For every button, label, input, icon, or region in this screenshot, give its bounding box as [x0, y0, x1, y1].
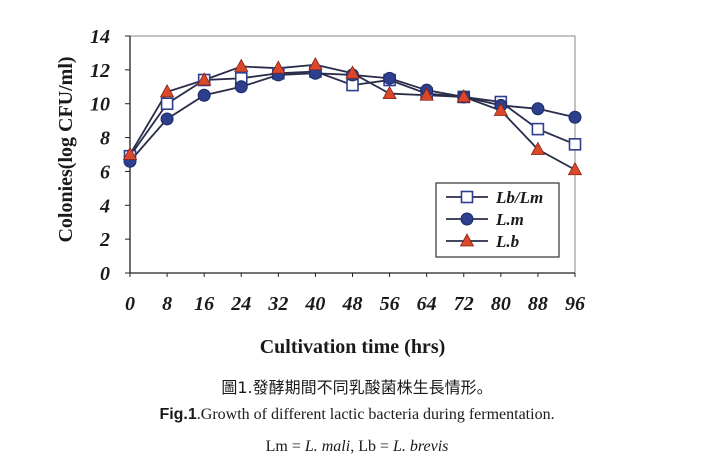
legend-marker-l-b — [459, 233, 475, 247]
caption-english: Fig.1.Growth of different lactic bacteri… — [0, 406, 714, 424]
y-tick-label: 2 — [99, 229, 110, 251]
y-tick-label: 4 — [99, 195, 110, 217]
y-tick-label: 12 — [90, 60, 110, 82]
x-tick-label: 24 — [230, 293, 251, 315]
abbr-lb-species: L. brevis — [392, 438, 449, 455]
data-point-l-b — [159, 84, 175, 98]
legend-marker-l-m — [460, 212, 474, 226]
x-tick-label: 96 — [565, 293, 585, 315]
y-tick-label: 6 — [100, 161, 110, 183]
data-point-lb-lm — [568, 138, 582, 151]
y-tick-label: 10 — [90, 94, 110, 116]
x-tick-label: 80 — [491, 293, 511, 315]
data-point-l-m — [531, 102, 545, 116]
abbr-lm-species: L. mali — [304, 438, 351, 455]
data-point-l-m — [383, 71, 397, 85]
y-tick-label: 0 — [100, 263, 110, 285]
data-point-lb-lm — [531, 122, 545, 136]
data-point-l-b — [345, 65, 360, 79]
data-point-lb-lm — [160, 97, 174, 111]
data-point-l-b — [456, 89, 471, 103]
data-point-l-b — [196, 72, 212, 86]
data-point-l-m — [160, 112, 174, 126]
data-point-l-b — [567, 161, 583, 176]
legend-label-lb-lm: Lb/Lm — [495, 188, 543, 207]
x-tick-label: 0 — [125, 293, 135, 315]
data-point-l-b — [234, 58, 249, 72]
legend-box — [435, 182, 560, 258]
x-tick-label: 40 — [304, 293, 325, 315]
caption-english-text: .Growth of different lactic bacteria dur… — [196, 406, 555, 423]
legend: Lb/Lm L.m L.b — [435, 182, 560, 258]
data-point-l-b — [271, 60, 286, 74]
legend-label-l-b: L.b — [495, 232, 519, 251]
data-point-l-b — [122, 146, 138, 160]
legend-marker-lb-lm — [460, 190, 474, 204]
data-point-l-b — [382, 85, 397, 99]
figure-number: Fig.1 — [159, 406, 197, 423]
y-tick-label: 8 — [100, 128, 110, 150]
data-point-l-b — [493, 102, 509, 116]
axes — [125, 35, 576, 277]
x-tick-label: 56 — [380, 293, 400, 315]
y-tick-label: 14 — [90, 26, 110, 48]
abbr-lm-prefix: Lm = — [265, 438, 305, 455]
abbr-separator: , Lb = — [350, 438, 393, 455]
x-tick-label: 48 — [342, 293, 363, 315]
x-tick-label: 32 — [267, 293, 288, 315]
caption-abbreviations: Lm = L. mali, Lb = L. brevis — [0, 438, 714, 456]
x-tick-label: 88 — [528, 293, 548, 315]
data-point-l-b — [419, 87, 434, 101]
x-tick-label: 72 — [454, 293, 474, 315]
data-point-l-m — [234, 80, 248, 94]
x-tick-label: 64 — [417, 293, 437, 315]
data-point-l-b — [530, 141, 546, 155]
y-axis-label: Colonies(log CFU/ml) — [55, 56, 77, 242]
data-point-l-m — [197, 88, 211, 102]
x-tick-label: 16 — [194, 293, 214, 315]
data-point-l-b — [308, 56, 323, 71]
legend-label-l-m: L.m — [495, 210, 524, 229]
series-markers — [122, 56, 583, 176]
caption-chinese: 圖1.發酵期間不同乳酸菌株生長情形。 — [221, 378, 493, 397]
x-tick-label: 8 — [162, 293, 172, 315]
x-axis-label: Cultivation time (hrs) — [260, 336, 446, 358]
data-point-l-m — [568, 110, 582, 124]
